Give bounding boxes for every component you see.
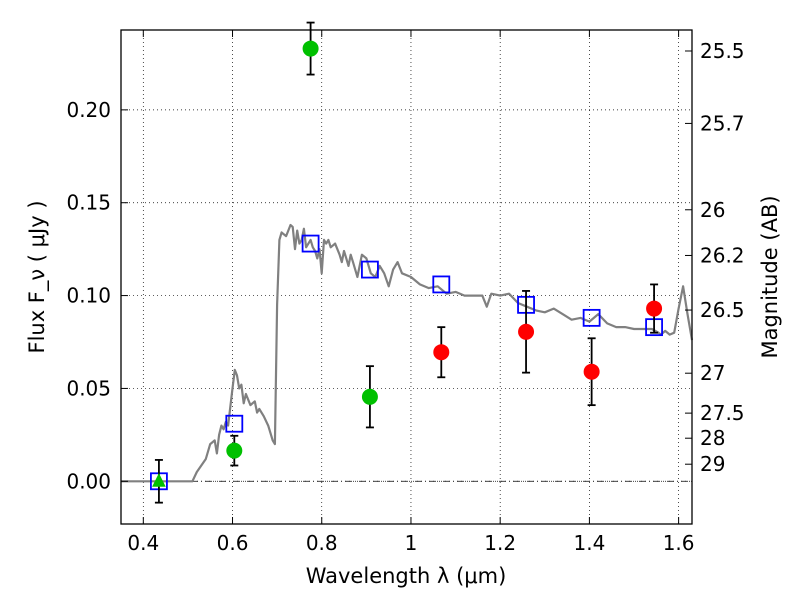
photometry-point [433,344,450,361]
right-tick-label: 29 [700,452,725,476]
photometry-point [518,323,535,340]
right-tick-label: 26.5 [700,298,745,322]
plot-background [121,30,692,524]
x-tick-label: 1.2 [484,531,516,555]
x-tick-label: 1.6 [663,531,695,555]
right-tick-label: 27 [700,361,725,385]
y-tick-label: 0.15 [66,191,111,215]
right-tick-label: 25.5 [700,39,745,63]
photometry-point [302,40,319,57]
y-axis-title: Flux F_ν ( μJy ) [25,200,50,353]
right-tick-label: 25.7 [700,111,745,135]
right-tick-label: 26 [700,198,725,222]
right-tick-label: 26.2 [700,243,745,267]
right-tick-label: 27.5 [700,401,745,425]
upper-limit-triangle [152,473,166,487]
model-square-marker [301,234,320,253]
photometry-point [361,388,378,405]
x-tick-label: 1 [405,531,418,555]
y-tick-label: 0.20 [66,98,111,122]
right-tick-label: 28 [700,426,725,450]
ticks: 0.4 0.6 0.8 1 1.2 1.4 1.6 0.00 0.05 0.10 0.15 0.20 2… [66,30,745,555]
series-layer [121,21,694,504]
photometry-point [226,442,243,459]
photometry-point [646,300,663,317]
x-tick-label: 0.6 [217,531,249,555]
x-tick-label: 0.8 [306,531,338,555]
right-axis-title: Magnitude (AB) [758,195,782,358]
model-square-marker [432,275,451,294]
plot-frame [120,29,693,525]
model-square-marker [361,260,379,279]
x-tick-label: 1.4 [573,531,605,555]
model-square-marker [582,308,601,327]
x-tick-label: 0.4 [127,531,159,555]
y-tick-label: 0.10 [66,284,111,308]
y-tick-label: 0.00 [66,469,111,493]
x-axis-title: Wavelength λ (μm) [306,564,507,588]
model-spectrum-line [121,223,694,483]
photometry-point [583,363,600,380]
model-square-marker [225,414,244,433]
y-tick-label: 0.05 [66,376,111,400]
